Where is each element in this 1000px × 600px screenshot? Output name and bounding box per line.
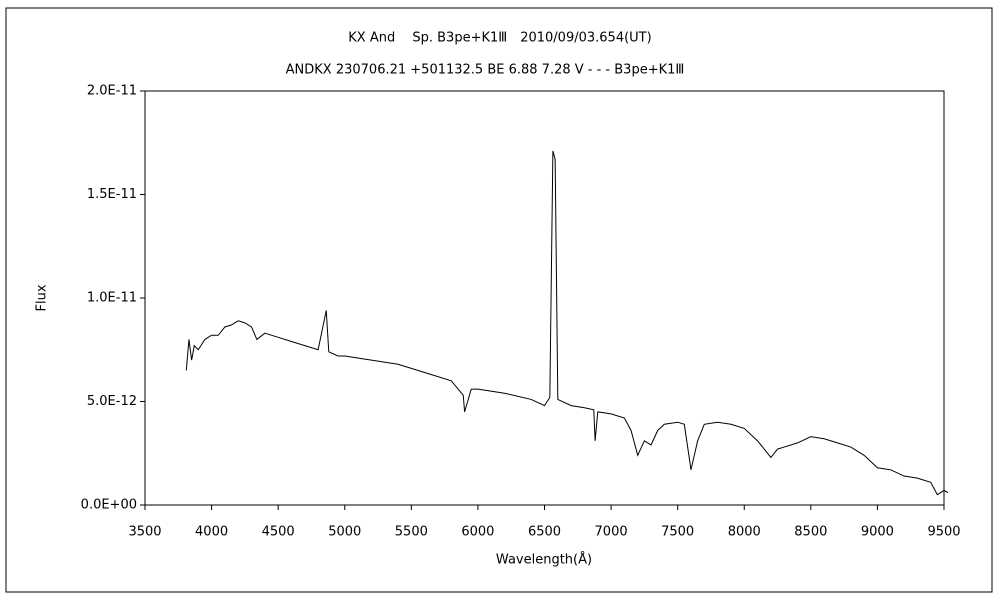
chart-frame — [5, 7, 993, 593]
x-axis-label: Wavelength(Å) — [496, 552, 592, 568]
x-tick-label: 6000 — [461, 525, 494, 540]
x-tick-label: 6500 — [528, 525, 561, 540]
y-tick-label: 0.0E+00 — [81, 498, 137, 513]
x-tick-label: 8500 — [794, 525, 827, 540]
y-tick-label: 1.5E-11 — [87, 187, 137, 202]
x-tick-label: 7000 — [595, 525, 628, 540]
x-tick-label: 7500 — [661, 525, 694, 540]
chart-subtitle: ANDKX 230706.21 +501132.5 BE 6.88 7.28 V… — [286, 63, 685, 78]
x-tick-label: 8000 — [728, 525, 761, 540]
x-tick-label: 3500 — [128, 525, 161, 540]
x-tick-label: 4500 — [262, 525, 295, 540]
x-tick-label: 5500 — [395, 525, 428, 540]
x-tick-label: 4000 — [195, 525, 228, 540]
chart-title: KX And Sp. B3pe+K1Ⅲ 2010/09/03.654(UT) — [348, 31, 651, 46]
y-tick-label: 1.0E-11 — [87, 291, 137, 306]
x-tick-label: 9500 — [927, 525, 960, 540]
y-axis-label: Flux — [35, 284, 50, 311]
x-tick-label: 9000 — [861, 525, 894, 540]
x-tick-label: 5000 — [328, 525, 361, 540]
y-tick-label: 5.0E-12 — [87, 394, 137, 409]
y-tick-label: 2.0E-11 — [87, 84, 137, 99]
spectrum-line — [185, 150, 949, 496]
